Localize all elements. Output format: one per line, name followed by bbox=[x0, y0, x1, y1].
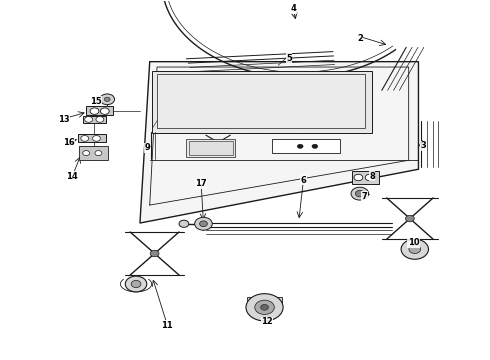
Polygon shape bbox=[140, 62, 418, 223]
Text: 16: 16 bbox=[63, 138, 75, 147]
Circle shape bbox=[355, 190, 364, 197]
Bar bbox=[247, 297, 282, 304]
Bar bbox=[189, 140, 233, 155]
Circle shape bbox=[354, 174, 363, 181]
Circle shape bbox=[401, 239, 428, 259]
Circle shape bbox=[81, 135, 89, 141]
Text: 13: 13 bbox=[58, 114, 70, 123]
Polygon shape bbox=[157, 74, 365, 128]
Circle shape bbox=[95, 150, 102, 156]
Polygon shape bbox=[83, 116, 106, 123]
Text: 11: 11 bbox=[161, 321, 172, 330]
Polygon shape bbox=[152, 71, 372, 134]
Circle shape bbox=[83, 150, 90, 156]
Circle shape bbox=[246, 294, 283, 321]
Text: 6: 6 bbox=[301, 176, 307, 185]
Circle shape bbox=[255, 300, 274, 315]
Circle shape bbox=[297, 144, 303, 148]
Text: 3: 3 bbox=[420, 141, 426, 150]
Text: 5: 5 bbox=[286, 54, 292, 63]
Text: 7: 7 bbox=[362, 192, 368, 201]
Bar bbox=[352, 171, 379, 184]
Text: 15: 15 bbox=[90, 96, 102, 105]
Text: 2: 2 bbox=[357, 34, 363, 43]
Text: 17: 17 bbox=[195, 179, 207, 188]
Polygon shape bbox=[86, 107, 113, 116]
Circle shape bbox=[312, 144, 318, 148]
Bar bbox=[272, 139, 340, 153]
Polygon shape bbox=[78, 134, 106, 142]
Circle shape bbox=[150, 250, 159, 257]
Text: 4: 4 bbox=[291, 4, 297, 13]
Circle shape bbox=[90, 108, 99, 114]
Text: 8: 8 bbox=[369, 172, 375, 181]
Circle shape bbox=[125, 276, 147, 292]
Circle shape bbox=[96, 117, 104, 122]
Circle shape bbox=[85, 117, 93, 122]
Circle shape bbox=[406, 215, 415, 222]
Circle shape bbox=[365, 174, 374, 181]
Circle shape bbox=[179, 220, 189, 227]
Bar bbox=[79, 146, 108, 160]
Circle shape bbox=[131, 280, 141, 288]
Circle shape bbox=[261, 305, 269, 310]
Circle shape bbox=[351, 187, 368, 200]
Circle shape bbox=[195, 217, 212, 230]
Text: 14: 14 bbox=[66, 172, 77, 181]
Circle shape bbox=[100, 94, 115, 105]
Circle shape bbox=[100, 108, 109, 114]
Text: 12: 12 bbox=[261, 317, 273, 326]
Circle shape bbox=[199, 221, 207, 226]
Text: 10: 10 bbox=[408, 238, 419, 247]
Circle shape bbox=[93, 135, 100, 141]
Circle shape bbox=[104, 97, 110, 102]
Text: 9: 9 bbox=[145, 143, 150, 152]
Circle shape bbox=[409, 245, 420, 253]
Bar bbox=[186, 139, 235, 157]
